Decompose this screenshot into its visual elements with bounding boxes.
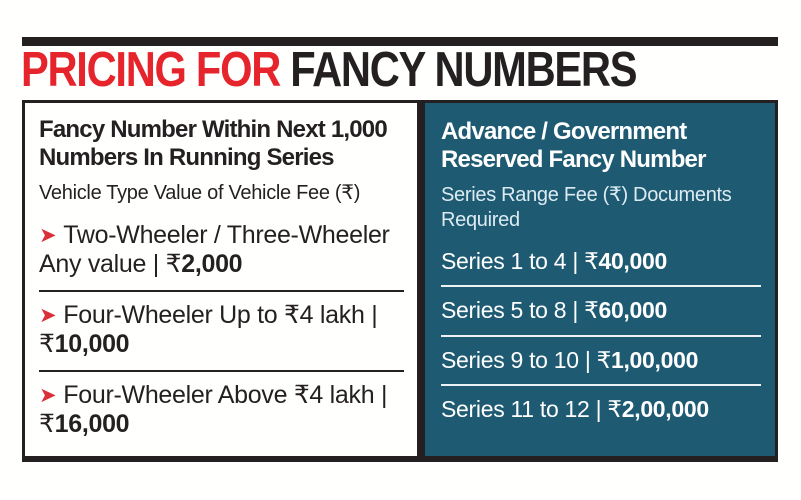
fee-amount: 16,000 (54, 410, 130, 439)
page-title-rest: FANCY NUMBERS (290, 43, 637, 97)
top-accent-bar (22, 37, 778, 46)
pipe-separator: | (381, 380, 388, 409)
page-title: PRICING FOR FANCY NUMBERS (21, 43, 637, 97)
fee-amount: 2,000 (181, 250, 243, 279)
fee-amount: 10,000 (54, 330, 130, 359)
pipe-separator: | (584, 346, 591, 373)
fee-amount: 60,000 (598, 297, 668, 324)
fee-amount: 2,00,000 (621, 396, 709, 423)
fee-currency: ₹ (596, 346, 612, 373)
fee-item-label: Two-Wheeler / Three-Wheeler Any value (39, 220, 390, 279)
fee-item-label: Four-Wheeler Above ₹4 lakh (63, 380, 375, 409)
pipe-separator: | (572, 297, 579, 324)
series-label: Series 9 to 10 (441, 346, 579, 373)
fee-currency: ₹ (607, 396, 622, 423)
panel-running-series: Fancy Number Within Next 1,000 Numbers I… (25, 103, 417, 456)
pricing-table: Fancy Number Within Next 1,000 Numbers I… (22, 100, 778, 462)
series-row-9-to-10: Series 9 to 10 | ₹1,00,000 (441, 334, 761, 384)
pipe-separator: | (152, 250, 160, 279)
arrow-bullet-icon: ➤ (39, 223, 57, 247)
series-row-1-to-4: Series 1 to 4 | ₹40,000 (441, 238, 761, 285)
pipe-separator: | (371, 300, 378, 329)
running-series-subheading: Vehicle Type Value of Vehicle Fee (₹) (39, 182, 361, 205)
running-series-heading: Fancy Number Within Next 1,000 Numbers I… (39, 116, 388, 172)
series-label: Series 5 to 8 (441, 297, 567, 324)
fee-currency: ₹ (584, 247, 599, 274)
series-label: Series 11 to 12 (441, 396, 590, 423)
pipe-separator: | (572, 247, 579, 274)
arrow-bullet-icon: ➤ (39, 383, 57, 407)
fee-currency: ₹ (165, 250, 182, 279)
series-row-11-to-12: Series 11 to 12 | ₹2,00,000 (441, 384, 761, 433)
arrow-bullet-icon: ➤ (39, 303, 57, 327)
pipe-separator: | (595, 396, 602, 423)
fee-currency: ₹ (39, 330, 55, 359)
reserved-fancy-subheading: Series Range Fee (₹) Documents Required (441, 184, 732, 231)
fee-item-four-wheeler-under: ➤ Four-Wheeler Up to ₹4 lakh | ₹10,000 (39, 289, 404, 370)
fee-currency: ₹ (39, 410, 55, 439)
fee-amount: 40,000 (598, 247, 668, 274)
panel-reserved-fancy-number: Advance / Government Reserved Fancy Numb… (425, 103, 775, 456)
fee-item-four-wheeler-above: ➤ Four-Wheeler Above ₹4 lakh | ₹16,000 (39, 369, 404, 450)
fee-currency: ₹ (584, 297, 599, 324)
series-row-5-to-8: Series 5 to 8 | ₹60,000 (441, 285, 761, 334)
reserved-fancy-heading: Advance / Government Reserved Fancy Numb… (441, 118, 706, 174)
fee-amount: 1,00,000 (610, 346, 699, 373)
page-title-highlight: PRICING FOR (21, 43, 281, 97)
series-label: Series 1 to 4 (441, 247, 567, 274)
panel-divider (417, 103, 425, 456)
fee-item-two-three-wheeler: ➤ Two-Wheeler / Three-Wheeler Any value |… (39, 212, 404, 290)
fee-item-label: Four-Wheeler Up to ₹4 lakh (63, 300, 365, 329)
